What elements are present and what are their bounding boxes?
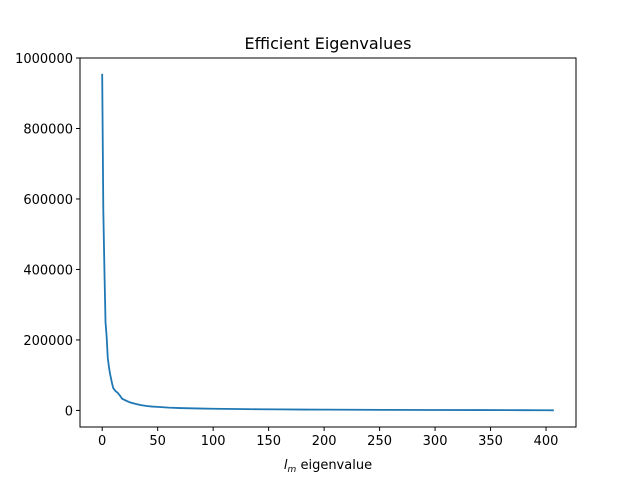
x-tick-label: 50 [149,434,166,449]
y-tick-label: 400000 [23,263,73,278]
y-tick-label: 800000 [23,122,73,137]
x-tick-label: 250 [367,434,392,449]
y-tick-label: 0 [65,404,73,419]
x-tick-label: 400 [534,434,559,449]
y-tick-label: 1000000 [15,52,73,67]
chart-title: Efficient Eigenvalues [245,34,412,53]
x-axis-label-subscript: m [288,465,297,475]
x-axis-label: lm eigenvalue [284,458,372,475]
series-line-0 [101,73,554,412]
x-tick-label: 100 [201,434,226,449]
x-tick-label: 350 [478,434,503,449]
x-tick-label: 300 [423,434,448,449]
x-tick-label: 200 [312,434,337,449]
x-tick-label: 150 [256,434,281,449]
x-tick-label: 0 [98,434,106,449]
plot-frame [79,57,577,428]
y-tick-label: 200000 [23,334,73,349]
y-tick-label: 600000 [23,193,73,208]
x-axis-label-text: eigenvalue [296,458,372,473]
x-axis-label-variable: l [284,458,288,473]
